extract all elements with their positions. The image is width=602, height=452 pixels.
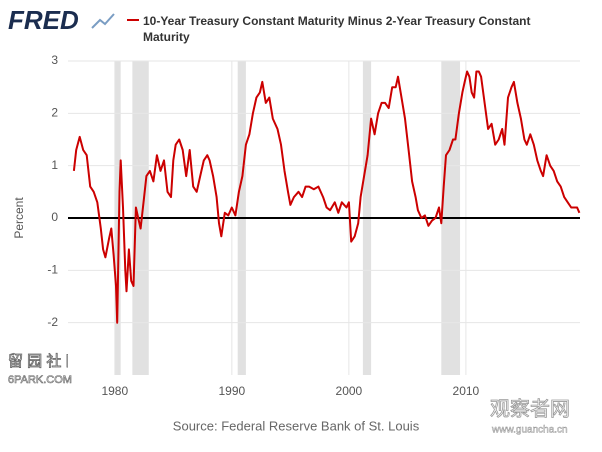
source: Source: Federal Reserve Bank of St. Loui…	[173, 418, 420, 433]
series-line	[72, 70, 581, 324]
y-tick-label: -1	[47, 263, 58, 277]
y-tick-label: 1	[51, 158, 58, 172]
x-tick-label: 1990	[218, 384, 245, 398]
watermark: 观察者网	[490, 397, 570, 420]
y-tick-label: 3	[51, 53, 58, 67]
x-tick-label: 1980	[101, 384, 128, 398]
y-tick-label: 0	[51, 210, 58, 224]
y-tick-label: -2	[47, 315, 58, 329]
watermark: www.guancha.cn	[491, 425, 568, 436]
x-tick-label: 2000	[336, 384, 363, 398]
brand-logo: FRED	[8, 5, 79, 35]
x-tick-label: 2010	[453, 384, 480, 398]
legend-label: 10-Year Treasury Constant Maturity Minus…	[143, 14, 531, 44]
y-axis-label: Percent	[12, 197, 26, 239]
y-tick-label: 2	[51, 106, 58, 120]
watermark: 6PARK.COM	[8, 374, 72, 386]
watermark: 留 园 社 区	[8, 353, 81, 370]
logo-icon	[91, 13, 115, 29]
